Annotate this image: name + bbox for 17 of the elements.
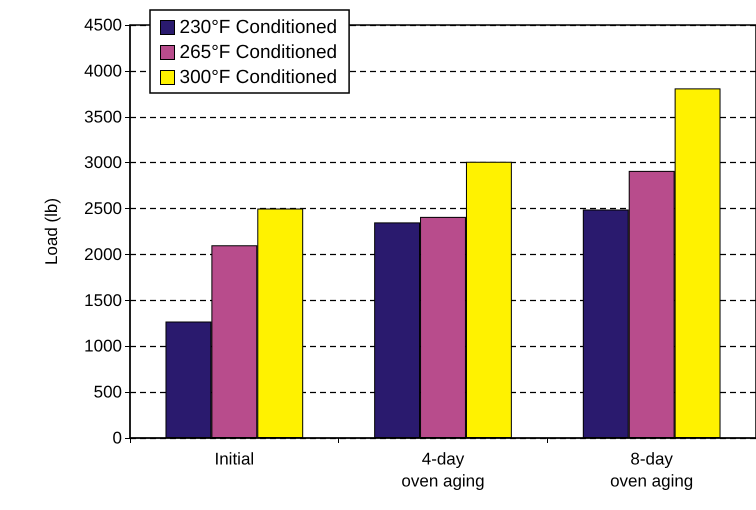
- y-tick-label: 4500: [84, 16, 122, 34]
- legend-label: 300°F Conditioned: [180, 67, 338, 88]
- x-tick-label: 8-day oven aging: [610, 450, 694, 490]
- y-tick-label: 4000: [84, 61, 122, 80]
- legend-label: 265°F Conditioned: [180, 42, 338, 63]
- y-tick-label: 3500: [84, 107, 122, 126]
- y-tick-label: 1500: [84, 290, 122, 310]
- legend-label: 230°F Conditioned: [180, 17, 338, 38]
- y-axis-title: Load (lb): [42, 198, 61, 266]
- y-tick-label: 0: [112, 428, 122, 448]
- y-tick-label: 500: [94, 382, 122, 402]
- y-tick-label: 1000: [84, 336, 122, 356]
- y-tick-label: 3000: [84, 153, 122, 172]
- y-tick-label: 2000: [84, 244, 122, 264]
- x-tick-label: Initial: [214, 450, 254, 468]
- y-tick-label: 2500: [84, 199, 122, 218]
- x-tick-label: 4-day oven aging: [401, 450, 485, 490]
